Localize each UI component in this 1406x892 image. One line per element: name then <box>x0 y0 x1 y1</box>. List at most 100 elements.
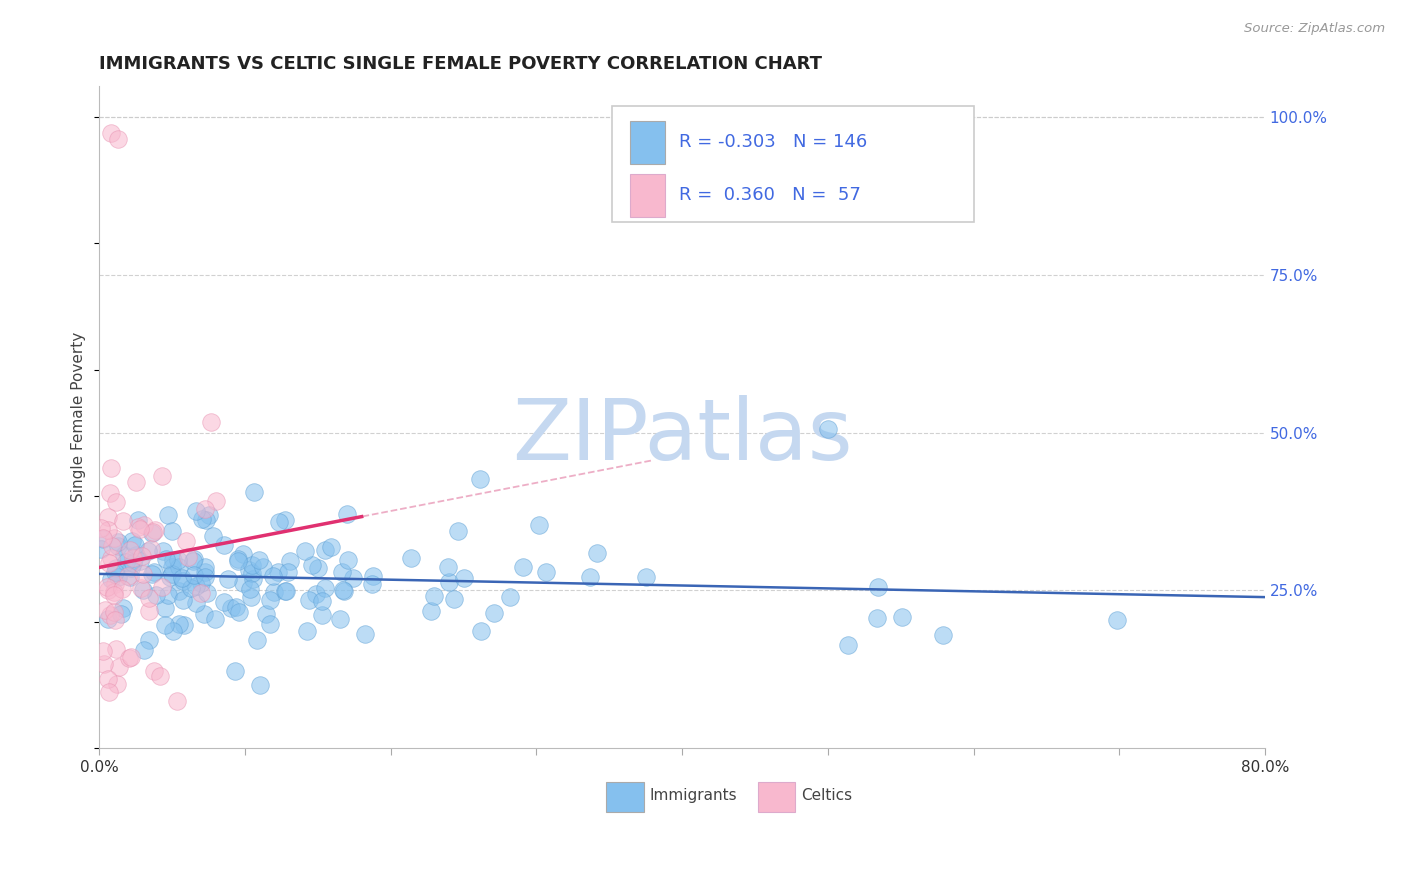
Point <box>190 512 212 526</box>
Point <box>246 633 269 648</box>
Point <box>184 504 207 518</box>
Point <box>579 570 602 584</box>
Point <box>138 591 160 605</box>
Point <box>193 607 215 621</box>
Point <box>159 570 181 584</box>
Point <box>470 624 492 638</box>
Point <box>204 612 226 626</box>
Point <box>112 549 135 563</box>
Point <box>91 531 114 545</box>
Point <box>100 573 122 587</box>
Point <box>252 560 274 574</box>
Point <box>267 565 290 579</box>
Text: Immigrants: Immigrants <box>650 789 737 803</box>
Point <box>107 539 129 553</box>
Point <box>104 613 127 627</box>
Point <box>498 591 520 605</box>
Point <box>278 554 301 568</box>
Point <box>931 627 953 641</box>
Point <box>136 543 159 558</box>
Point <box>90 541 112 556</box>
Point <box>155 601 177 615</box>
Point <box>98 485 121 500</box>
FancyBboxPatch shape <box>630 174 665 217</box>
Point <box>104 560 127 574</box>
Point <box>167 560 190 574</box>
Point <box>98 556 121 570</box>
Point <box>314 582 336 596</box>
Point <box>93 657 115 671</box>
Point <box>110 607 132 621</box>
Point <box>228 554 250 568</box>
Point <box>399 551 422 566</box>
Point <box>337 553 360 567</box>
Point <box>468 472 491 486</box>
Point <box>111 601 134 615</box>
Point <box>152 543 174 558</box>
Point <box>104 577 127 591</box>
Point <box>534 565 557 579</box>
Point <box>634 570 657 584</box>
Point <box>153 618 176 632</box>
Point <box>142 525 165 540</box>
Point <box>97 612 120 626</box>
Point <box>172 592 194 607</box>
Point <box>240 590 263 604</box>
Point <box>97 583 120 598</box>
Point <box>121 534 143 549</box>
Point <box>125 548 148 562</box>
Point <box>97 510 120 524</box>
Point <box>176 533 198 548</box>
Point <box>160 566 183 581</box>
Point <box>305 586 328 600</box>
Point <box>100 551 122 566</box>
Point <box>167 584 190 599</box>
Point <box>107 570 129 584</box>
Point <box>249 678 271 692</box>
Point <box>139 542 162 557</box>
Point <box>91 643 114 657</box>
Point <box>1105 614 1128 628</box>
Point <box>120 569 142 583</box>
Point <box>94 603 117 617</box>
Point <box>201 528 224 542</box>
Point <box>111 514 134 528</box>
Point <box>98 684 121 698</box>
Point <box>205 494 228 508</box>
Point <box>143 523 166 537</box>
Point <box>129 553 152 567</box>
Point <box>166 694 188 708</box>
Point <box>177 550 200 565</box>
Point <box>273 513 295 527</box>
Point <box>138 632 160 647</box>
Point <box>353 626 375 640</box>
Point <box>101 539 124 553</box>
Point <box>115 555 138 569</box>
Point <box>160 524 183 538</box>
Text: R =  0.360   N =  57: R = 0.360 N = 57 <box>679 186 860 204</box>
Point <box>105 642 128 657</box>
Point <box>143 664 166 678</box>
Point <box>100 126 122 140</box>
Point <box>107 132 129 146</box>
Point <box>98 608 121 623</box>
Point <box>240 558 263 572</box>
Point <box>837 638 859 652</box>
Point <box>90 521 112 535</box>
Point <box>180 581 202 595</box>
Point <box>184 578 207 592</box>
Point <box>319 540 342 554</box>
FancyBboxPatch shape <box>606 782 644 812</box>
Point <box>120 560 142 574</box>
Point <box>194 502 217 516</box>
Point <box>423 589 446 603</box>
Point <box>269 515 291 529</box>
Point <box>129 582 152 596</box>
Point <box>145 588 167 602</box>
Point <box>132 642 155 657</box>
Point <box>183 552 205 566</box>
Point <box>100 460 122 475</box>
Point <box>228 605 250 619</box>
Point <box>107 535 129 549</box>
Point <box>437 560 460 574</box>
